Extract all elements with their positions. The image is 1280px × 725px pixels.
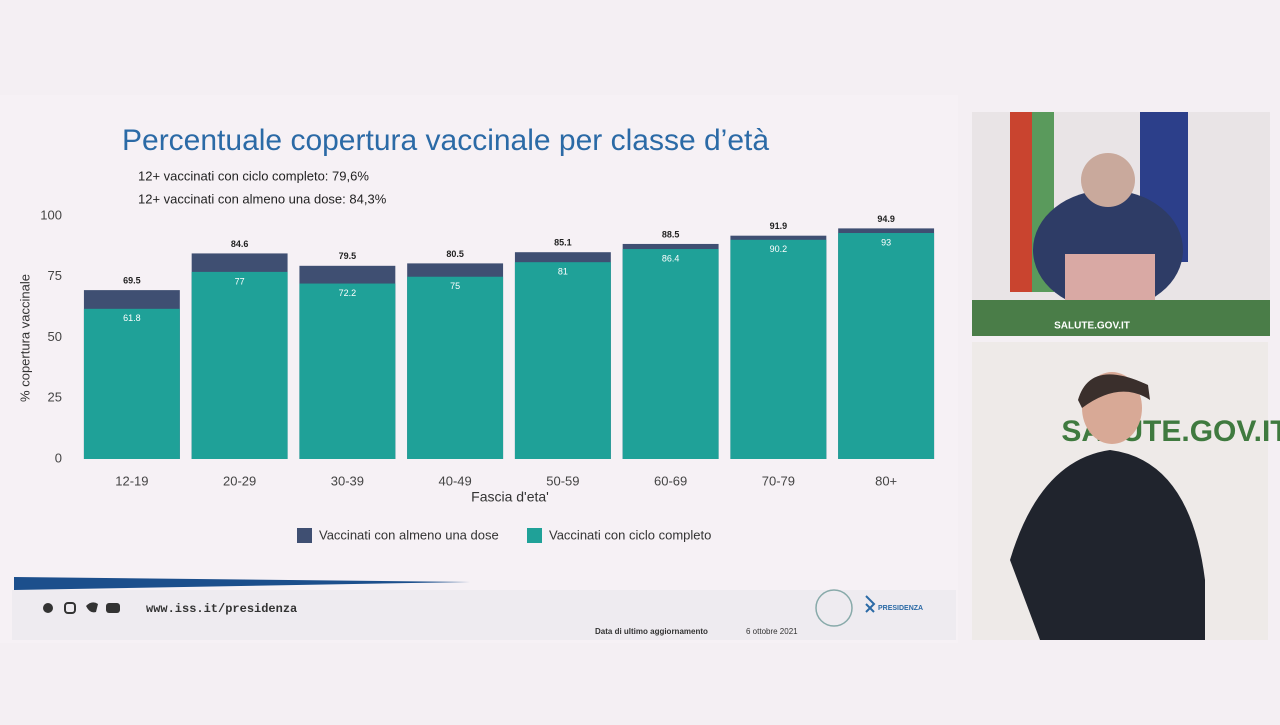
value-label: 69.5 (123, 275, 141, 285)
x-tick-label: 50-59 (546, 473, 579, 488)
bar (299, 283, 396, 459)
x-tick-label: 12-19 (115, 473, 148, 488)
value-label: 85.1 (554, 238, 572, 248)
x-tick-label: 80+ (875, 473, 897, 488)
value-label: 80.5 (446, 249, 464, 259)
value-label: 81 (558, 267, 568, 277)
value-label: 79.5 (339, 251, 357, 261)
value-label: 61.8 (123, 313, 141, 323)
chart-title: Percentuale copertura vaccinale per clas… (122, 124, 769, 157)
value-label: 72.2 (339, 288, 357, 298)
subtitle: 12+ vaccinati con almeno una dose: 84,3% (138, 191, 387, 206)
legend-swatch (527, 528, 542, 543)
logo-emblem (815, 589, 853, 627)
bar (730, 239, 827, 459)
x-tick-label: 70-79 (762, 473, 795, 488)
value-label: 84.6 (231, 239, 249, 249)
bar (191, 271, 288, 459)
value-label: 75 (450, 281, 460, 291)
y-tick-label: 50 (48, 329, 62, 344)
bar (83, 308, 180, 459)
y-tick-label: 75 (48, 268, 62, 283)
interpreter (1010, 450, 1205, 640)
bar (838, 233, 935, 459)
legend-swatch (297, 528, 312, 543)
social-icon (86, 602, 98, 613)
footer-url: www.iss.it/presidenza (146, 602, 297, 616)
bar (514, 262, 611, 459)
speaker-head (1081, 153, 1135, 207)
bar (622, 249, 719, 459)
social-icon (43, 603, 53, 613)
x-tick-label: 60-69 (654, 473, 687, 488)
x-axis-label: Fascia d'eta' (471, 489, 549, 505)
bar (407, 276, 504, 459)
footer-stripe (14, 577, 470, 590)
subtitle: 12+ vaccinati con ciclo completo: 79,6% (138, 168, 369, 183)
value-label: 88.5 (662, 229, 680, 239)
value-label: 77 (235, 276, 245, 286)
legend-label: Vaccinati con almeno una dose (319, 527, 499, 542)
update-date: 6 ottobre 2021 (746, 627, 798, 636)
banner-text: SALUTE.GOV.IT (1054, 321, 1130, 332)
x-tick-label: 20-29 (223, 473, 256, 488)
logo-text: PRESIDENZA (878, 605, 923, 612)
y-axis-label: % copertura vaccinale (17, 274, 32, 402)
logo-mark (865, 595, 876, 613)
interpreter-hair (1078, 374, 1150, 408)
y-tick-label: 25 (48, 390, 62, 405)
desk-banner (972, 300, 1270, 336)
x-tick-label: 40-49 (439, 473, 472, 488)
social-icon (106, 603, 120, 613)
social-icon (64, 602, 76, 614)
value-label: 86.4 (662, 253, 680, 263)
value-label: 94.9 (877, 214, 895, 224)
value-label: 90.2 (770, 244, 788, 254)
footer-bar (12, 590, 956, 640)
laptop (1065, 254, 1155, 304)
legend-label: Vaccinati con ciclo completo (549, 527, 711, 542)
x-tick-label: 30-39 (331, 473, 364, 488)
value-label: 91.9 (770, 221, 788, 231)
y-tick-label: 0 (55, 450, 62, 465)
value-label: 93 (881, 237, 891, 247)
y-tick-label: 100 (40, 207, 62, 222)
update-label: Data di ultimo aggiornamento (595, 627, 708, 636)
